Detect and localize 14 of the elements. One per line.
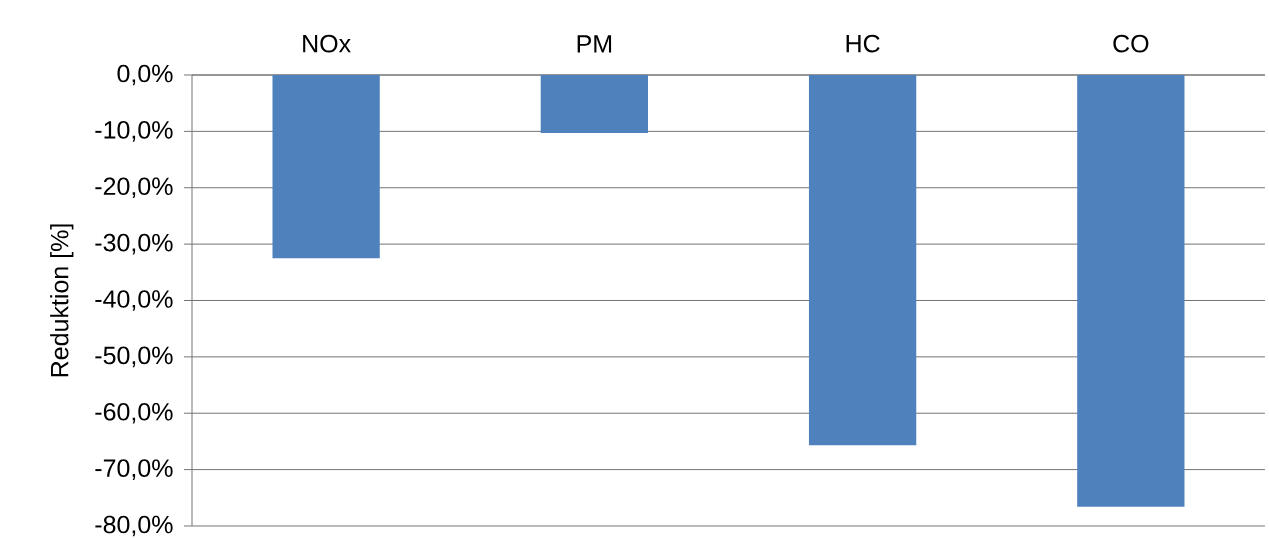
y-tick-label: -60,0% (95, 402, 173, 424)
x-tick-label: HC (846, 34, 880, 53)
y-axis-title: Reduktion [%] (50, 224, 74, 377)
y-tick-label: -80,0% (95, 515, 173, 537)
y-tick-label: 0,0% (117, 64, 173, 86)
x-tick-label: NOx (303, 34, 351, 53)
x-tick-label: CO (1113, 34, 1149, 53)
y-tick-label: -70,0% (95, 459, 173, 480)
y-tick-label: -50,0% (95, 346, 173, 368)
x-tick-label: PM (577, 35, 612, 53)
y-tick-label: -30,0% (95, 233, 173, 255)
y-tick-label: -10,0% (95, 121, 173, 142)
y-tick-label: -40,0% (95, 290, 173, 311)
y-tick-label: -20,0% (95, 177, 173, 199)
